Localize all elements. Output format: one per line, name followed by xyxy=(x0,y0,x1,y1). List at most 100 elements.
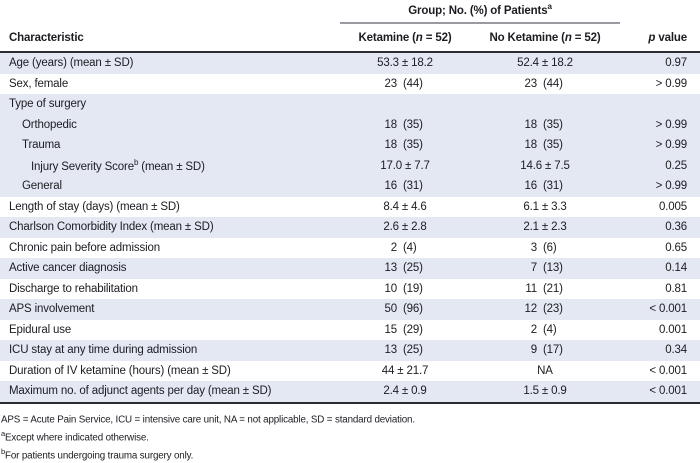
row-label: General xyxy=(22,180,62,193)
row-label: Type of surgery xyxy=(9,98,87,111)
count-value: 18 xyxy=(524,139,538,152)
percent-value: (44) xyxy=(403,77,423,90)
no-ketamine-cell: 2.1 ± 2.3 xyxy=(523,221,567,234)
table-footnotes: APS = Acute Pain Service, ICU = intensiv… xyxy=(0,404,700,463)
count-value: 12 xyxy=(524,303,538,316)
table-header: Group; No. (%) of Patientsa Characterist… xyxy=(0,0,700,53)
count-value: 2 xyxy=(530,323,537,336)
table-row: Type of surgery xyxy=(0,94,700,115)
no-ketamine-cell: 52.4 ± 18.2 xyxy=(517,57,573,70)
ketamine-cell: 18 (35) xyxy=(340,119,470,131)
table-row: Maximum no. of adjunct agents per day (m… xyxy=(0,381,700,402)
no-ketamine-cell: 18 (35) xyxy=(470,119,620,131)
percent-value: (4) xyxy=(543,323,557,336)
footnote-marker-a: a xyxy=(1,428,6,438)
p-value-cell: < 0.001 xyxy=(649,385,687,398)
row-label: Maximum no. of adjunct agents per day (m… xyxy=(9,385,272,398)
row-label: Chronic pain before admission xyxy=(9,241,160,254)
percent-value: (21) xyxy=(543,282,563,295)
percent-value: (25) xyxy=(403,344,423,357)
table-row: Age (years) (mean ± SD) 53.3 ± 18.2 52.4 ±… xyxy=(0,53,700,74)
percent-value: (13) xyxy=(543,262,563,275)
p-value-cell: < 0.001 xyxy=(649,364,687,377)
count-value: 13 xyxy=(384,262,398,275)
count-value: 16 xyxy=(524,180,538,193)
percent-value: (17) xyxy=(543,344,563,357)
no-ketamine-cell: 14.6 ± 7.5 xyxy=(520,159,570,172)
no-ketamine-cell: 16 (31) xyxy=(470,180,620,192)
no-ketamine-cell: 7 (13) xyxy=(470,262,620,274)
p-value-cell: 0.36 xyxy=(665,221,687,234)
no-ketamine-cell: NA xyxy=(537,364,553,377)
row-label: Discharge to rehabilitation xyxy=(9,282,138,295)
p-value-cell: 0.14 xyxy=(665,262,687,275)
ketamine-cell: 16 (31) xyxy=(340,180,470,192)
footnote-marker-b: b xyxy=(1,446,6,456)
p-value-cell: 0.005 xyxy=(658,200,687,213)
table-row: General 16 (31) 16 (31) > 0.99 xyxy=(0,176,700,197)
table-body: Age (years) (mean ± SD) 53.3 ± 18.2 52.4 ±… xyxy=(0,53,700,404)
table-row: Injury Severity Scoreb (mean ± SD) 17.0 ±… xyxy=(0,155,700,176)
table-row: Discharge to rehabilitation 10 (19) 11 (21) 0… xyxy=(0,279,700,300)
footnote-marker-b: b xyxy=(133,158,139,168)
row-label: Charlson Comorbidity Index (mean ± SD) xyxy=(9,221,214,234)
ketamine-cell: 53.3 ± 18.2 xyxy=(377,57,433,70)
ketamine-cell: 17.0 ± 7.7 xyxy=(380,159,430,172)
percent-value: (25) xyxy=(403,262,423,275)
p-value-cell: > 0.99 xyxy=(655,180,688,193)
count-value: 18 xyxy=(524,118,538,131)
row-label: Orthopedic xyxy=(22,118,77,131)
row-label: Duration of IV ketamine (hours) (mean ± … xyxy=(9,364,231,377)
percent-value: (35) xyxy=(403,139,423,152)
percent-value: (19) xyxy=(403,282,423,295)
p-value-cell: 0.34 xyxy=(665,344,687,357)
count-value: 9 xyxy=(530,344,537,357)
group-spanner-label: Group; No. (%) of Patientsa xyxy=(340,2,620,24)
p-value-cell: 0.81 xyxy=(665,282,687,295)
table-row: ICU stay at any time during admission 13 (… xyxy=(0,340,700,361)
percent-value: (29) xyxy=(403,323,423,336)
table-row: APS involvement 50 (96) 12 (23) < 0.001 xyxy=(0,299,700,320)
percent-value: (35) xyxy=(543,139,563,152)
count-value: 15 xyxy=(384,323,398,336)
p-value-cell: > 0.99 xyxy=(655,118,688,131)
spanner-row: Group; No. (%) of Patientsa xyxy=(0,0,700,24)
no-ketamine-cell: 18 (35) xyxy=(470,139,620,151)
table-row: Active cancer diagnosis 13 (25) 7 (13) 0.14 xyxy=(0,258,700,279)
percent-value: (31) xyxy=(543,180,563,193)
table-row: Epidural use 15 (29) 2 (4) 0.001 xyxy=(0,320,700,341)
percent-value: (44) xyxy=(543,77,563,90)
row-label: APS involvement xyxy=(9,303,95,316)
ketamine-cell: 10 (19) xyxy=(340,283,470,295)
column-header-row: Characteristic Ketamine (n = 52) No Keta… xyxy=(0,24,700,51)
ketamine-cell: 2 (4) xyxy=(340,242,470,254)
table-row: Orthopedic 18 (35) 18 (35) > 0.99 xyxy=(0,114,700,135)
table-row: Chronic pain before admission 2 (4) 3 (6) 0.6… xyxy=(0,238,700,259)
p-value-cell: 0.65 xyxy=(665,241,687,254)
count-value: 23 xyxy=(524,77,538,90)
ketamine-cell: 2.6 ± 2.8 xyxy=(383,221,427,234)
count-value: 10 xyxy=(384,282,398,295)
count-value: 2 xyxy=(390,241,397,254)
percent-value: (35) xyxy=(543,118,563,131)
p-value-cell: > 0.99 xyxy=(655,139,688,152)
p-value-cell: < 0.001 xyxy=(649,303,687,316)
p-value-cell: 0.97 xyxy=(665,57,687,70)
row-label: Active cancer diagnosis xyxy=(9,262,127,275)
table-row: Trauma 18 (35) 18 (35) > 0.99 xyxy=(0,135,700,156)
percent-value: (35) xyxy=(403,118,423,131)
no-ketamine-cell: 11 (21) xyxy=(470,283,620,295)
p-value-cell: > 0.99 xyxy=(655,77,688,90)
table-row: Charlson Comorbidity Index (mean ± SD) 2.… xyxy=(0,217,700,238)
column-header-p-value: p value xyxy=(648,31,687,44)
p-value-cell: 0.001 xyxy=(658,323,687,336)
count-value: 50 xyxy=(384,303,398,316)
table-row: Length of stay (days) (mean ± SD) 8.4 ± 4… xyxy=(0,197,700,218)
ketamine-cell: 2.4 ± 0.9 xyxy=(383,385,427,398)
percent-value: (4) xyxy=(403,241,417,254)
ketamine-cell: 15 (29) xyxy=(340,324,470,336)
p-value-cell: 0.25 xyxy=(665,159,687,172)
no-ketamine-cell: 9 (17) xyxy=(470,344,620,356)
footnote-a: aExcept where indicated otherwise. xyxy=(1,428,149,443)
table-row: Sex, female 23 (44) 23 (44) > 0.99 xyxy=(0,74,700,95)
